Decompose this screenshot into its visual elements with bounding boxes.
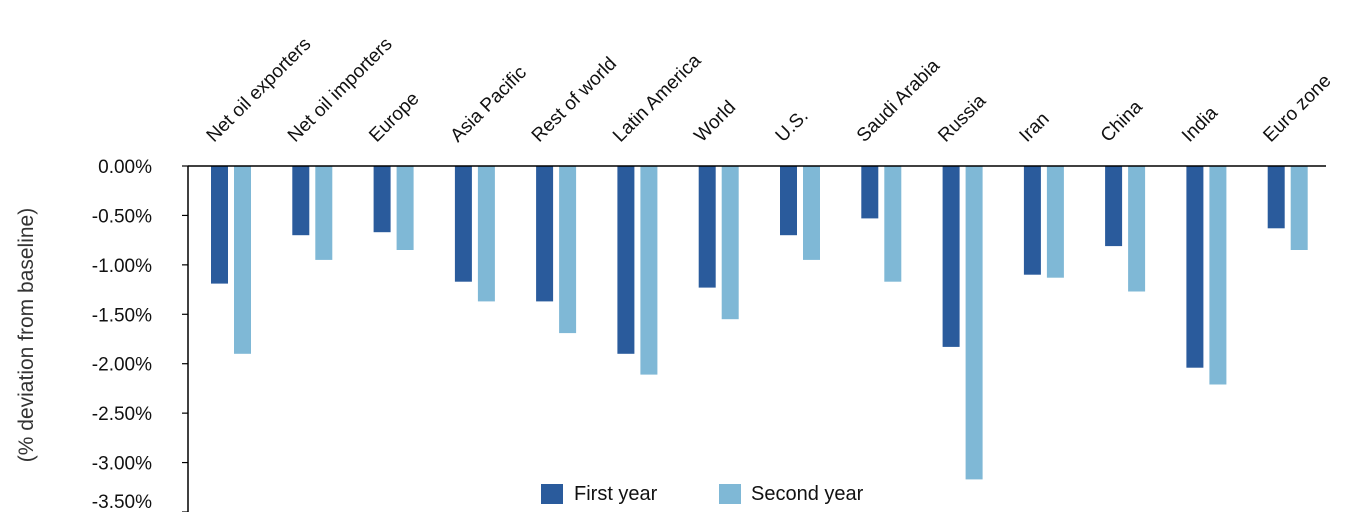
category-label-europe: Europe [365, 88, 423, 146]
y-tick-label: -0.50% [92, 206, 152, 227]
bar-first-year-world [698, 166, 716, 288]
bar-first-year-net-oil-exporters [211, 166, 228, 284]
bar-second-year-iran [1046, 166, 1064, 278]
bar-first-year-u-s [780, 166, 797, 236]
y-tick-label: -3.50% [92, 492, 152, 512]
bar-first-year-asia-pacific [454, 166, 472, 282]
y-ticks-group: 0.00% -0.50% -1.00% -1.50% -2.00% -2.50% -3.00… [92, 157, 188, 512]
legend-label-first-year: First year [574, 483, 658, 505]
legend-swatch-first-year [541, 484, 563, 504]
bar-first-year-europe [373, 166, 391, 233]
category-label-asia-pacific: Asia Pacific [447, 62, 531, 146]
bar-first-year-china [1105, 166, 1123, 247]
y-tick-label: -1.00% [92, 256, 152, 277]
bar-first-year-rest-of-world [536, 166, 554, 302]
bar-second-year-euro-zone [1290, 166, 1308, 250]
category-label-russia: Russia [934, 90, 990, 146]
bar-first-year-euro-zone [1267, 166, 1285, 229]
legend: First year Second year [541, 483, 864, 505]
legend-swatch-second-year [719, 484, 741, 504]
bar-second-year-europe [396, 166, 414, 250]
bars-group [211, 166, 1308, 480]
bar-second-year-net-oil-importers [315, 166, 333, 260]
y-tick-label: 0.00% [98, 157, 152, 178]
axes-group [187, 165, 1326, 512]
legend-label-second-year: Second year [751, 483, 864, 505]
bar-second-year-india [1209, 166, 1227, 385]
bar-first-year-net-oil-importers [292, 166, 310, 236]
bar-second-year-latin-america [640, 166, 658, 375]
bar-second-year-world [721, 166, 739, 320]
bar-first-year-latin-america [617, 166, 635, 354]
bar-first-year-russia [942, 166, 960, 347]
category-label-iran: Iran [1016, 109, 1054, 147]
category-label-india: India [1178, 102, 1222, 146]
bar-second-year-saudi-arabia [884, 166, 902, 282]
bar-second-year-net-oil-exporters [234, 166, 251, 354]
y-tick-label: -1.50% [92, 305, 152, 326]
bar-second-year-asia-pacific [477, 166, 495, 302]
bar-second-year-rest-of-world [559, 166, 577, 334]
bar-first-year-iran [1023, 166, 1041, 275]
category-label-saudi-arabia: Saudi Arabia [853, 55, 944, 146]
bar-second-year-china [1128, 166, 1146, 292]
category-label-world: World [690, 97, 740, 147]
category-label-rest-of-world: Rest of world [528, 53, 621, 146]
bar-first-year-india [1186, 166, 1204, 368]
bar-second-year-russia [965, 166, 983, 480]
category-label-u-s: U.S. [772, 106, 813, 147]
bar-second-year-u-s [803, 166, 820, 260]
y-axis-title: (% deviation from baseline) [15, 208, 38, 462]
bar-first-year-saudi-arabia [861, 166, 879, 219]
category-label-china: China [1097, 96, 1147, 146]
category-label-euro-zone: Euro zone [1259, 70, 1335, 146]
y-tick-label: -3.00% [92, 454, 152, 475]
y-tick-label: -2.50% [92, 404, 152, 425]
y-tick-label: -2.00% [92, 355, 152, 376]
